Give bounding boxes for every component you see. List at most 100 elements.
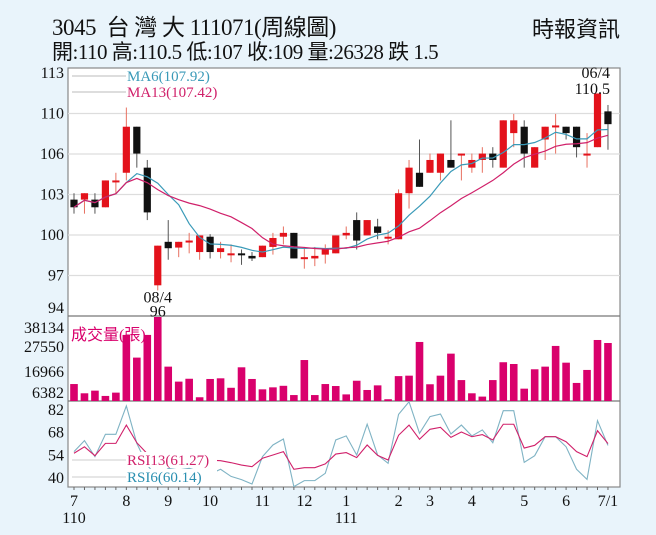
candle xyxy=(164,220,172,260)
candle xyxy=(436,153,445,181)
legend-rsi6: RSI6(60.14) xyxy=(127,470,202,486)
candle xyxy=(332,235,340,254)
volume-label: 成交量(張) xyxy=(71,326,146,344)
chart-title: 3045 台 灣 大 111071(周線圖) xyxy=(52,15,336,40)
volume-bar xyxy=(227,387,235,401)
candle-body xyxy=(290,232,298,259)
volume-tick-label: 27550 xyxy=(24,339,64,356)
candle-body xyxy=(374,226,382,233)
x-tick-label: 9 xyxy=(164,493,172,510)
candle-body xyxy=(80,193,89,200)
volume-bar xyxy=(216,378,225,401)
candle xyxy=(279,226,287,245)
volume-bar xyxy=(604,343,612,401)
volume-tick-label: 6382 xyxy=(32,385,64,402)
volume-bar xyxy=(551,345,560,401)
price-tick-label: 106 xyxy=(40,146,64,163)
x-tick-label: 6 xyxy=(562,493,570,510)
candle-body xyxy=(531,147,539,168)
low-annotation: 08/4 xyxy=(144,289,172,306)
candle xyxy=(520,120,528,168)
volume-bar xyxy=(541,366,549,401)
candle-body xyxy=(91,199,99,208)
candle-body xyxy=(70,199,78,208)
candle xyxy=(290,232,298,259)
high-annotation: 110.5 xyxy=(575,81,610,98)
volume-bar xyxy=(122,334,131,401)
candle-body xyxy=(478,153,486,160)
volume-bar xyxy=(583,369,591,401)
volume-bar xyxy=(300,360,309,401)
x-tick-label: 2 xyxy=(395,493,403,510)
candle-body xyxy=(237,253,246,256)
candle-body xyxy=(489,153,497,160)
volume-bar xyxy=(530,369,539,401)
candle xyxy=(457,153,465,181)
candle-body xyxy=(269,237,277,247)
candle-body xyxy=(447,159,455,168)
candle xyxy=(321,244,329,264)
candle xyxy=(91,193,99,214)
candle-body xyxy=(227,253,235,256)
candle xyxy=(154,245,162,291)
candle-body xyxy=(583,153,591,156)
volume-bar xyxy=(91,390,99,401)
candle-body xyxy=(541,126,549,140)
volume-bar xyxy=(436,375,445,401)
volume-bar xyxy=(153,317,162,401)
candle-body xyxy=(154,245,162,286)
candle-body xyxy=(101,180,110,208)
volume-bar xyxy=(258,389,267,401)
legend-rsi13: RSI13(61.27) xyxy=(127,453,209,469)
price-tick-label: 97 xyxy=(48,268,64,285)
legend-ma6: MA6(107.92) xyxy=(127,69,210,85)
volume-bar xyxy=(373,385,382,401)
x-year-label: 110 xyxy=(62,510,85,527)
volume-bar xyxy=(562,362,570,401)
x-tick-label: 5 xyxy=(520,493,528,510)
candle-body xyxy=(426,159,434,173)
candle-body xyxy=(562,126,570,134)
volume-bar xyxy=(468,393,476,401)
candle-body xyxy=(436,153,445,173)
low-annotation: 96 xyxy=(150,303,166,320)
volume-bar xyxy=(447,353,455,401)
volume-bar xyxy=(415,341,424,401)
candle-body xyxy=(133,126,141,154)
candle-body xyxy=(384,236,392,239)
candle-body xyxy=(499,120,507,168)
volume-bar xyxy=(143,334,152,401)
candle-body xyxy=(415,172,424,187)
volume-bar xyxy=(133,357,141,401)
x-tick-label: 8 xyxy=(122,493,130,510)
candle-body xyxy=(520,126,528,154)
candle xyxy=(342,226,350,240)
candle xyxy=(70,193,78,214)
candle xyxy=(185,232,193,254)
price-tick-label: 100 xyxy=(40,227,64,244)
volume-bar xyxy=(489,380,497,401)
rsi-legend-bg xyxy=(125,469,217,484)
candle-body xyxy=(604,111,612,125)
candle xyxy=(478,147,486,173)
candle xyxy=(258,245,267,258)
candle xyxy=(353,212,361,250)
candle xyxy=(552,113,560,154)
candle xyxy=(562,126,570,140)
candle xyxy=(227,244,235,263)
candle-body xyxy=(143,167,151,213)
candle-body xyxy=(552,125,560,128)
volume-tick-label: 16966 xyxy=(24,364,64,381)
candle xyxy=(122,107,130,181)
candle-body xyxy=(510,120,518,134)
candle xyxy=(572,126,581,158)
volume-bar xyxy=(405,375,413,401)
x-tick-label: 7/1 xyxy=(598,493,618,510)
candle xyxy=(374,218,382,240)
volume-bar xyxy=(394,376,403,401)
legend-ma13: MA13(107.42) xyxy=(127,85,217,101)
volume-bar xyxy=(195,397,204,401)
candle xyxy=(311,246,319,267)
x-tick-label: 3 xyxy=(426,493,434,510)
